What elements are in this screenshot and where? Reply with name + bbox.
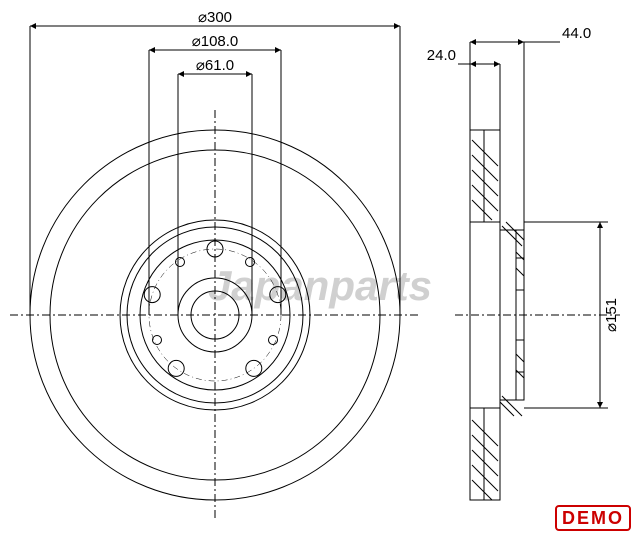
demo-badge: DEMO (556, 506, 630, 530)
front-view (10, 110, 420, 520)
svg-text:DEMO: DEMO (562, 508, 624, 528)
dim-hat-dia: ⌀151 (603, 298, 620, 332)
dim-hub-bore: ⌀61.0 (196, 57, 234, 74)
dim-overall-width: 44.0 (562, 25, 591, 42)
watermark: Japanparts (208, 262, 432, 309)
side-view (455, 130, 620, 500)
dimensions: ⌀300 ⌀108.0 ⌀61.0 44.0 24.0 ⌀151 (30, 9, 620, 408)
dim-bolt-circle: ⌀108.0 (192, 33, 239, 50)
dim-outer-dia: ⌀300 (198, 9, 232, 26)
dim-disc-thick: 24.0 (427, 47, 456, 64)
